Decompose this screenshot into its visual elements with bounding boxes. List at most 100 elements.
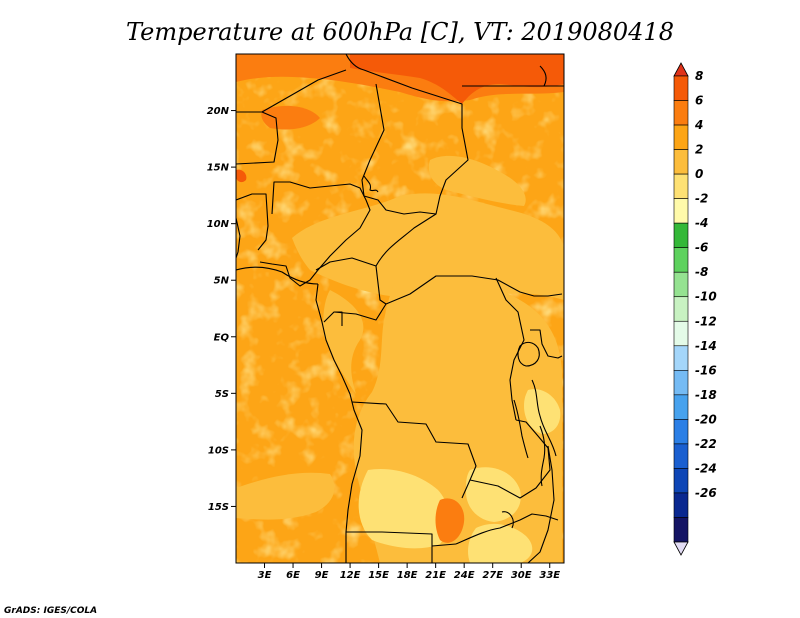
lake-tanganyika (513, 399, 529, 459)
colorbar-swatch (673, 75, 689, 101)
contour-band (236, 472, 335, 520)
y-tick-label: 15S (208, 502, 229, 513)
colorbar: 8 6 4 2 0 -2 -4 -6 -8 -10 -12 -14 -16 -18 -20 -22 -24 -26 (673, 62, 717, 556)
country-borders (346, 531, 457, 547)
colorbar-swatch (673, 296, 689, 322)
y-tick-label: 15N (207, 163, 230, 174)
chart-title: Temperature at 600hPa [C], VT: 201908041… (126, 18, 674, 46)
country-borders (259, 181, 371, 287)
country-borders (469, 419, 551, 499)
country-borders (261, 69, 347, 113)
colorbar-swatch (673, 492, 689, 518)
country-borders (236, 193, 269, 251)
colorbar-swatch (673, 124, 689, 150)
colorbar-swatch (673, 370, 689, 396)
x-tick-label: 30E (511, 570, 532, 581)
contour-band (435, 498, 465, 543)
colorbar-upper-arrow (673, 62, 689, 77)
colorbar-label: -10 (695, 290, 717, 304)
colorbar-label: 6 (695, 94, 703, 108)
x-tick-label: 33E (539, 570, 560, 581)
colorbar-swatch (673, 173, 689, 199)
country-borders (333, 303, 387, 321)
colorbar-swatch (673, 149, 689, 175)
y-tick-label: 20N (207, 106, 230, 117)
contour-band (350, 54, 564, 104)
country-borders (323, 311, 343, 326)
x-tick-label: 15E (368, 570, 389, 581)
colorbar-swatch (673, 345, 689, 371)
country-borders (236, 54, 564, 563)
colorbar-label: -20 (695, 412, 717, 426)
colorbar-swatch (673, 222, 689, 248)
colorbar-label: -12 (695, 314, 717, 328)
axes: 3E 6E 9E 12E 15E 18E 21E 24E 27E 30E 33E 20N 15N 10N 5… (207, 106, 561, 581)
country-borders (531, 379, 557, 457)
colorbar-label: -2 (695, 192, 708, 206)
colorbar-label: 8 (695, 69, 703, 83)
country-borders (527, 445, 555, 563)
colorbar-label: -24 (695, 461, 717, 475)
country-borders (375, 265, 563, 305)
colorbar-swatch (673, 271, 689, 298)
contour-band (524, 389, 561, 434)
country-borders (315, 54, 469, 271)
temperature-field (236, 54, 564, 563)
contour-band (236, 169, 247, 183)
colorbar-swatch (673, 468, 689, 494)
colorbar-lower-arrow (673, 541, 689, 556)
colorbar-label: 0 (695, 167, 703, 181)
x-tick-label: 3E (258, 570, 272, 581)
colorbar-swatch (673, 443, 689, 469)
coastline (236, 217, 241, 259)
coastline (539, 65, 547, 87)
coastline (236, 266, 319, 285)
contour-band (292, 193, 564, 302)
contour-band (466, 467, 521, 522)
contour-band (468, 523, 533, 563)
colorbar-swatch (673, 419, 689, 445)
lake-malawi (539, 425, 546, 487)
contour-band (428, 155, 526, 206)
colorbar-swatch (673, 198, 689, 224)
country-borders (455, 513, 559, 545)
x-tick-label: 6E (286, 570, 300, 581)
x-tick-label: 18E (397, 570, 418, 581)
colorbar-label: -26 (695, 486, 717, 500)
country-borders (530, 329, 563, 359)
coastline (501, 511, 514, 529)
colorbar-swatch (673, 320, 689, 347)
colorbar-label: -18 (695, 388, 717, 402)
y-tick-label: 5N (214, 276, 230, 287)
country-borders (236, 111, 279, 165)
colorbar-label: 2 (695, 143, 703, 157)
x-tick-label: 24E (454, 570, 475, 581)
colorbar-swatch (673, 394, 689, 420)
lake-victoria (517, 341, 540, 367)
y-tick-label: EQ (214, 332, 230, 343)
y-tick-label: 10N (207, 219, 230, 230)
y-tick-label: 10S (208, 445, 229, 456)
colorbar-swatch (673, 517, 689, 543)
colorbar-label: -4 (695, 216, 708, 230)
x-tick-label: 27E (482, 570, 503, 581)
x-tick-label: 21E (425, 570, 446, 581)
contour-band (358, 468, 450, 549)
y-tick-label: 5S (215, 389, 229, 400)
colorbar-label: -22 (695, 437, 717, 451)
colorbar-label: -8 (695, 265, 708, 279)
colorbar-swatch (673, 247, 689, 273)
colorbar-label: -16 (695, 363, 717, 377)
colorbar-label: -14 (695, 339, 717, 353)
coastline (315, 283, 363, 563)
plot-frame (235, 53, 565, 564)
country-borders (351, 401, 477, 499)
x-tick-label: 12E (340, 570, 361, 581)
colorbar-label: 4 (694, 118, 703, 132)
country-borders (361, 83, 437, 215)
x-tick-label: 9E (315, 570, 329, 581)
grads-credit: GrADS: IGES/COLA (4, 606, 97, 616)
lake-chad (363, 175, 379, 193)
contour-band (323, 290, 364, 394)
